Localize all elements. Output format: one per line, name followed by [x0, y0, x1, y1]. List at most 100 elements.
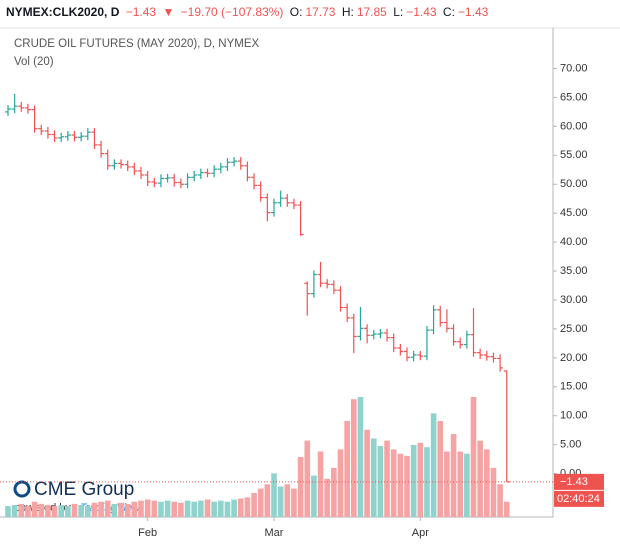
volume-bar	[384, 440, 390, 517]
symbol: NYMEX:CLK2020, D	[6, 5, 120, 19]
countdown-box	[554, 490, 604, 507]
volume-bar	[370, 438, 377, 517]
y-tick-label: 65.00	[560, 91, 588, 103]
volume-bar	[277, 486, 284, 517]
chart-title: CRUDE OIL FUTURES (MAY 2020), D, NYMEX	[14, 38, 259, 50]
volume-bar	[191, 501, 197, 517]
volume-bar	[437, 421, 444, 517]
volume-bar	[198, 500, 204, 517]
volume-bar	[257, 488, 264, 517]
change: −19.70 (−107.83%)	[180, 5, 284, 19]
volume-bar	[311, 475, 317, 517]
volume-bar	[91, 502, 98, 517]
volume-bar	[144, 499, 151, 517]
volume-bar	[251, 493, 257, 517]
volume-bar	[377, 446, 384, 517]
l-label: L:	[393, 5, 404, 19]
volume-bar	[25, 506, 31, 517]
volume-bar	[78, 505, 84, 517]
volume-bar	[218, 500, 224, 517]
volume-bar	[138, 500, 144, 517]
y-tick-label: 55.00	[560, 149, 588, 161]
volume-bar	[118, 502, 124, 517]
volume-bar	[184, 500, 191, 517]
volume-bar	[291, 488, 297, 517]
volume-bar	[45, 505, 51, 517]
last-price-box	[554, 473, 604, 490]
volume-bar	[164, 500, 171, 517]
h-label: H:	[341, 5, 354, 19]
volume-bar	[397, 453, 404, 517]
y-tick-label: 25.00	[560, 323, 588, 335]
countdown: 02:40:24	[557, 493, 600, 505]
last-price-label: −1.43	[560, 476, 588, 488]
volume-bar	[470, 397, 477, 517]
volume-bar	[284, 484, 291, 517]
volume-bar	[111, 503, 118, 517]
volume-bar	[5, 506, 11, 517]
h: 17.85	[356, 5, 387, 19]
volume-bar	[304, 440, 311, 517]
arrow: ▼	[162, 5, 175, 19]
y-tick-label: 60.00	[560, 120, 588, 132]
volume-bar	[51, 506, 58, 517]
volume-bar	[430, 413, 437, 517]
volume-bar	[477, 440, 483, 517]
logo-icon	[13, 480, 31, 498]
o-label: O:	[289, 5, 303, 19]
y-tick-label: 20.00	[560, 352, 588, 364]
volume-bar	[171, 501, 178, 517]
x-tick-label: Mar	[265, 527, 284, 539]
volume-bar	[18, 503, 25, 517]
header: NYMEX:CLK2020, D −1.43 ▼ −19.70 (−107.83…	[6, 5, 491, 19]
volume-label: Vol (20)	[14, 56, 54, 68]
volume-bar	[484, 449, 490, 517]
volume-bar	[58, 505, 64, 517]
volume-bar	[331, 467, 337, 517]
volume-bar	[390, 449, 397, 517]
volume-bar	[38, 503, 45, 517]
volume-bar	[124, 503, 131, 517]
volume-bar	[324, 478, 330, 517]
volume-bar	[231, 499, 237, 517]
y-tick-label: 50.00	[560, 178, 588, 190]
volume-bar	[417, 442, 424, 517]
volume-bar	[450, 434, 457, 517]
volume-bar	[11, 505, 18, 517]
volume-bar	[464, 453, 470, 517]
y-tick-label: 35.00	[560, 265, 588, 277]
volume-bar	[65, 506, 71, 517]
y-tick-label: 45.00	[560, 207, 588, 219]
volume-bar	[364, 429, 370, 517]
volume-bar	[410, 445, 417, 517]
last: −1.43	[125, 5, 157, 19]
volume-bar	[404, 455, 410, 517]
volume-bar	[131, 501, 138, 517]
price-bars	[5, 93, 510, 483]
volume-bar	[211, 501, 217, 517]
volume-bar	[271, 473, 277, 517]
volume-bar	[457, 451, 463, 517]
volume-bar	[357, 397, 364, 517]
volume-bar	[351, 399, 357, 517]
volume-bar	[344, 421, 350, 517]
volume-bar	[337, 449, 344, 517]
c: −1.43	[457, 5, 489, 19]
y-tick-label: 70.00	[560, 62, 588, 74]
c-label: C:	[442, 5, 455, 19]
volume-bar	[151, 500, 158, 517]
volume-bar	[490, 467, 497, 517]
volume-bar	[317, 451, 324, 517]
volume-bar	[71, 503, 78, 517]
volume-bar	[244, 497, 251, 517]
volume-bar	[204, 499, 211, 517]
y-tick-label: 30.00	[560, 294, 588, 306]
y-tick-label: 10.00	[560, 410, 588, 422]
volume-bar	[98, 501, 104, 517]
y-tick-label: 15.00	[560, 381, 588, 393]
volume-bars	[5, 397, 510, 517]
volume-bar	[158, 501, 164, 517]
volume-bar	[104, 500, 111, 517]
volume-bar	[503, 501, 510, 517]
